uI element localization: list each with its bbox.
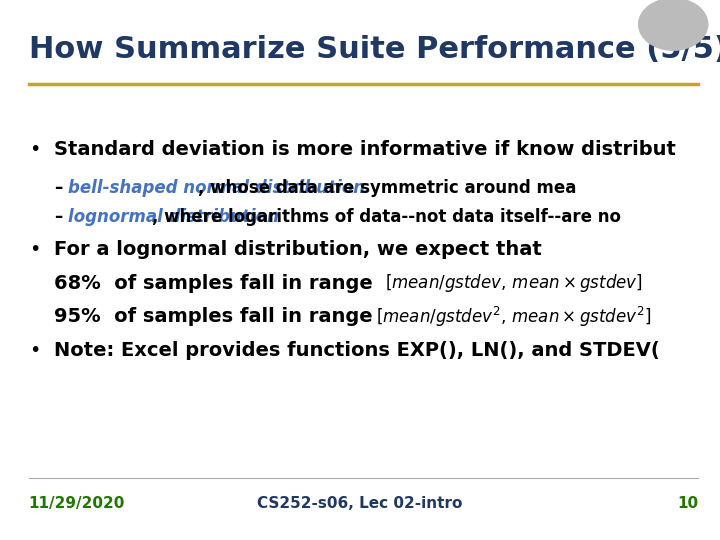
Text: 10: 10: [678, 496, 698, 511]
Text: $[mean/gstdev,\,mean\times gstdev]$: $[mean/gstdev,\,mean\times gstdev]$: [385, 272, 643, 294]
Text: How Summarize Suite Performance (5/5): How Summarize Suite Performance (5/5): [29, 35, 720, 64]
Text: CS252-s06, Lec 02-intro: CS252-s06, Lec 02-intro: [257, 496, 463, 511]
Circle shape: [639, 0, 708, 50]
Text: •: •: [29, 140, 40, 159]
Text: 68%  of samples fall in range: 68% of samples fall in range: [54, 274, 373, 293]
Text: , whose data are symmetric around mea: , whose data are symmetric around mea: [198, 179, 576, 197]
Text: $[mean/gstdev^{2},\,mean\times gstdev^{2}]$: $[mean/gstdev^{2},\,mean\times gstdev^{2…: [376, 305, 651, 329]
Text: For a lognormal distribution, we expect that: For a lognormal distribution, we expect …: [54, 240, 541, 259]
Text: 95%  of samples fall in range: 95% of samples fall in range: [54, 307, 373, 326]
Text: Note: Excel provides functions EXP(), LN(), and STDEV(: Note: Excel provides functions EXP(), LN…: [54, 341, 660, 360]
Text: –: –: [54, 208, 62, 226]
Text: 11/29/2020: 11/29/2020: [29, 496, 125, 511]
Text: , where logarithms of data--not data itself--are no: , where logarithms of data--not data its…: [153, 208, 621, 226]
Text: –: –: [54, 179, 62, 197]
Text: lognormal distribution: lognormal distribution: [68, 208, 279, 226]
Text: bell-shaped normal distribution: bell-shaped normal distribution: [68, 179, 366, 197]
Text: •: •: [29, 341, 40, 360]
Text: Standard deviation is more informative if know distribut: Standard deviation is more informative i…: [54, 140, 676, 159]
Text: •: •: [29, 240, 40, 259]
